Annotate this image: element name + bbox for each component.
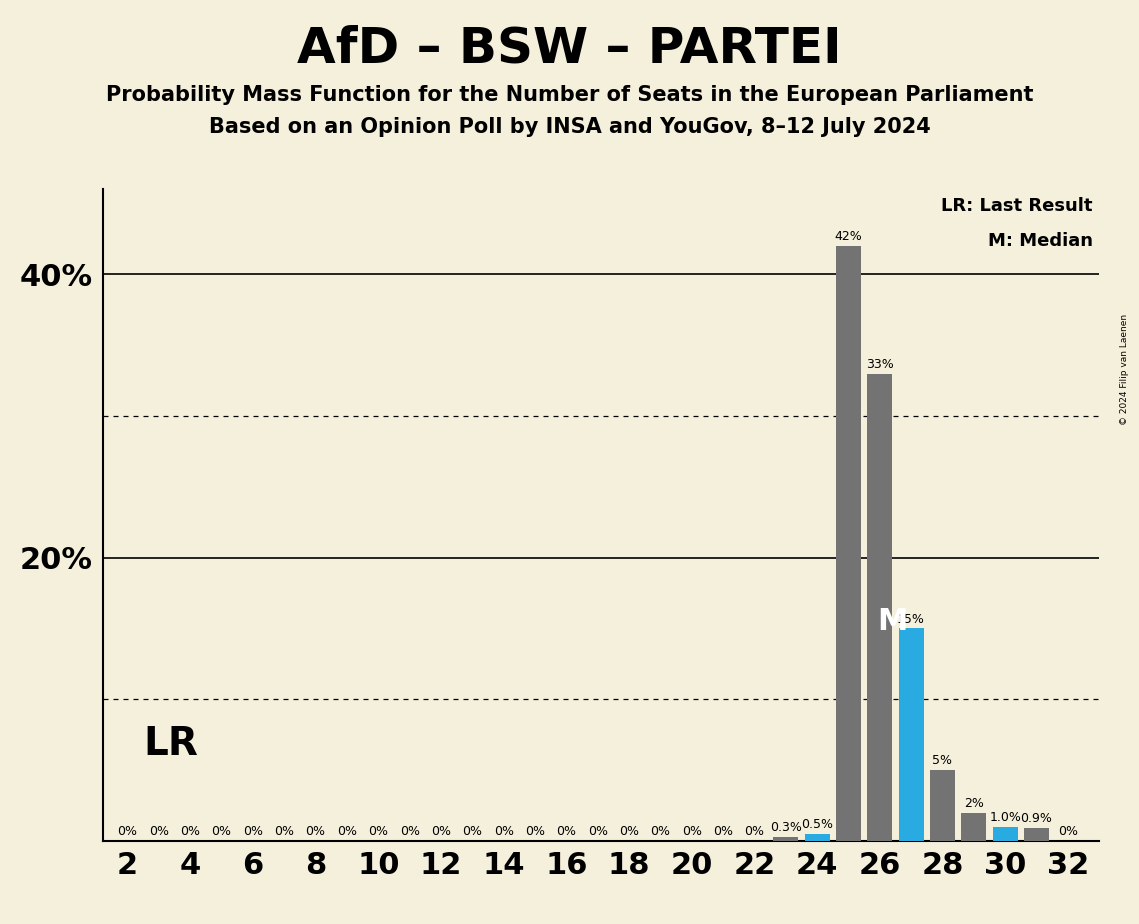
Text: 0%: 0% [525,825,544,838]
Text: 1.0%: 1.0% [989,811,1021,824]
Text: 0%: 0% [149,825,169,838]
Bar [1024,828,1049,841]
Text: 0%: 0% [618,825,639,838]
Bar [867,373,892,841]
Text: 0.3%: 0.3% [770,821,802,833]
Text: 0%: 0% [243,825,263,838]
Text: © 2024 Filip van Laenen: © 2024 Filip van Laenen [1120,314,1129,425]
Text: 0%: 0% [337,825,357,838]
Text: AfD – BSW – PARTEI: AfD – BSW – PARTEI [297,24,842,72]
Text: 0%: 0% [650,825,671,838]
Text: 15%: 15% [898,613,925,626]
Text: LR: Last Result: LR: Last Result [941,197,1092,214]
Bar [992,827,1017,841]
Text: 0%: 0% [1058,825,1077,838]
Text: Probability Mass Function for the Number of Seats in the European Parliament: Probability Mass Function for the Number… [106,85,1033,105]
Text: LR: LR [144,725,198,763]
Bar [899,628,924,841]
Text: 0%: 0% [117,825,138,838]
Text: 0%: 0% [493,825,514,838]
Text: M: M [878,607,908,636]
Text: Based on an Opinion Poll by INSA and YouGov, 8–12 July 2024: Based on an Opinion Poll by INSA and You… [208,117,931,138]
Bar [836,246,861,841]
Text: 0.5%: 0.5% [801,818,833,831]
Bar [961,812,986,841]
Text: 0%: 0% [368,825,388,838]
Text: 0%: 0% [305,825,326,838]
Text: 0%: 0% [556,825,576,838]
Text: 0%: 0% [745,825,764,838]
Text: 0%: 0% [588,825,608,838]
Text: 0%: 0% [400,825,419,838]
Text: 0%: 0% [713,825,734,838]
Text: M: Median: M: Median [988,232,1092,249]
Text: 0%: 0% [431,825,451,838]
Bar [929,770,954,841]
Text: 0%: 0% [682,825,702,838]
Text: 33%: 33% [866,358,894,371]
Text: 0%: 0% [274,825,294,838]
Text: 0%: 0% [462,825,482,838]
Bar [804,833,829,841]
Text: 5%: 5% [933,754,952,767]
Text: 0.9%: 0.9% [1021,812,1052,825]
Text: 42%: 42% [835,230,862,243]
Text: 0%: 0% [212,825,231,838]
Text: 2%: 2% [964,796,984,809]
Bar [773,836,798,841]
Text: 0%: 0% [180,825,200,838]
